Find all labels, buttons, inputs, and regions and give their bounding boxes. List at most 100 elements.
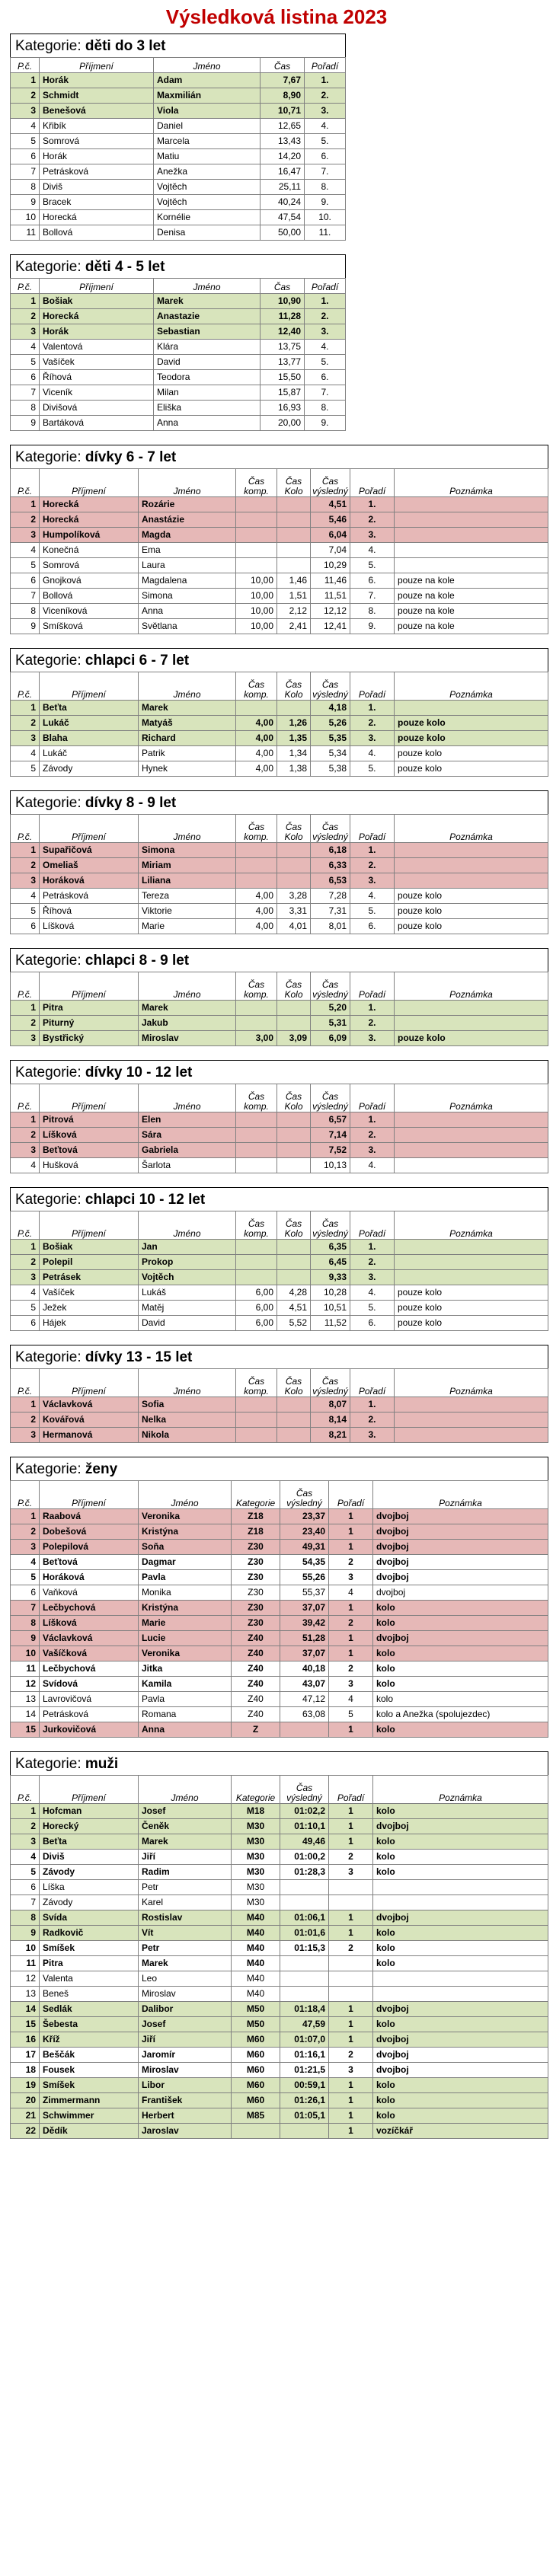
cell-pc: 7 — [10, 164, 40, 180]
cell-jmeno: Anna — [153, 415, 261, 431]
cell-poradi: 4 — [328, 1691, 373, 1707]
cell-pc: 8 — [10, 1615, 40, 1631]
column-header: Pořadí — [304, 278, 346, 294]
cell-poradi: 2 — [328, 1940, 373, 1956]
cell-prijmeni: Benešová — [39, 103, 154, 119]
cell-prijmeni: Horák — [39, 324, 154, 340]
table-row: 15 Jurkovičová Anna Z 1 kolo — [10, 1722, 548, 1738]
column-header: Čas komp. — [235, 1084, 277, 1112]
table-row: 9 Václavková Lucie Z40 51,28 1 dvojboj — [10, 1630, 548, 1646]
cell-kategorie: M60 — [231, 2062, 280, 2078]
cell-prijmeni: Říhová — [39, 369, 154, 385]
cell-jmeno: Lucie — [138, 1630, 232, 1646]
cell-prijmeni: Vaňková — [39, 1585, 139, 1601]
cell-poradi — [328, 1955, 373, 1971]
cell-jmeno: Jakub — [138, 1015, 236, 1031]
cell-jmeno: Vojtěch — [138, 1269, 236, 1285]
cell-jmeno: Marie — [138, 1615, 232, 1631]
table-row: 2 Dobešová Kristýna Z18 23,40 1 dvojboj — [10, 1524, 548, 1540]
table-row: 20 Zimmermann František M60 01:26,1 1 kolo — [10, 2092, 548, 2108]
cell-poradi: 1. — [304, 293, 346, 309]
cell-poradi: 1 — [328, 1722, 373, 1738]
cell-komp — [235, 842, 277, 858]
results-table: P.č. Příjmení Jméno Čas komp. Čas Kolo Čas vý… — [10, 814, 548, 934]
cell-vysledny: 01:21,5 — [280, 2062, 329, 2078]
cell-pc: 5 — [10, 1569, 40, 1585]
cell-kategorie: Z18 — [231, 1524, 280, 1540]
cell-komp — [235, 857, 277, 873]
cell-komp: 6,00 — [235, 1315, 277, 1331]
cell-cas: 47,54 — [260, 209, 305, 225]
cell-pc: 13 — [10, 1691, 40, 1707]
column-header: Poznámka — [372, 1775, 548, 1804]
cell-vysledny: 6,18 — [310, 842, 350, 858]
results-table: P.č. Příjmení Jméno Čas Pořadí 1 Horák Adam 7,67… — [10, 57, 346, 241]
table-row: 16 Kříž Jiří M60 01:07,0 1 dvojboj — [10, 2032, 548, 2048]
cell-cas: 25,11 — [260, 179, 305, 195]
cell-pc: 7 — [10, 1894, 40, 1910]
cell-kolo: 1,51 — [276, 588, 311, 604]
cell-poradi: 1 — [328, 2016, 373, 2032]
cell-pozn — [394, 873, 548, 889]
cell-vysledny: 6,09 — [310, 1030, 350, 1046]
cell-pc: 4 — [10, 1157, 40, 1173]
cell-prijmeni: Horecká — [39, 496, 139, 512]
cell-vysledny: 6,53 — [310, 873, 350, 889]
cell-poradi: 3. — [350, 527, 395, 543]
cell-pozn: pouze na kole — [394, 603, 548, 619]
category-heading: Kategorie: dívky 10 - 12 let — [10, 1060, 548, 1084]
cell-pc: 12 — [10, 1971, 40, 1987]
cell-poradi: 3. — [304, 103, 346, 119]
cell-prijmeni: Závody — [39, 1894, 139, 1910]
cell-kolo — [276, 1112, 311, 1128]
cell-komp — [235, 1254, 277, 1270]
table-row: 3 Hermanová Nikola 8,21 3. — [10, 1427, 548, 1443]
cell-poradi: 1. — [350, 1112, 395, 1128]
cell-vysledny — [280, 1971, 329, 1987]
cell-prijmeni: Hušková — [39, 1157, 139, 1173]
cell-pozn: pouze kolo — [394, 1030, 548, 1046]
cell-pc: 11 — [10, 1661, 40, 1677]
category-name: dívky 10 - 12 let — [85, 1065, 193, 1081]
cell-vysledny: 8,14 — [310, 1412, 350, 1428]
cell-jmeno: Daniel — [153, 118, 261, 134]
cell-jmeno: Gabriela — [138, 1142, 236, 1158]
cell-vysledny: 5,20 — [310, 1000, 350, 1016]
cell-jmeno: Anežka — [153, 164, 261, 180]
table-row: 4 Valentová Klára 13,75 4. — [10, 339, 346, 355]
cell-vysledny: 5,26 — [310, 715, 350, 731]
cell-prijmeni: Líšková — [39, 1127, 139, 1143]
cell-prijmeni: Somrová — [39, 557, 139, 573]
cell-poradi: 3 — [328, 1569, 373, 1585]
column-header: P.č. — [10, 57, 40, 73]
table-row: 10 Horecká Kornélie 47,54 10. — [10, 209, 346, 225]
cell-jmeno: Anastazie — [153, 308, 261, 324]
cell-prijmeni: Bollová — [39, 225, 154, 241]
category-section: Kategorie: dívky 8 - 9 let P.č. Příjmení Jm… — [10, 790, 548, 934]
cell-poradi: 1. — [350, 496, 395, 512]
page-title: Výsledková listina 2023 — [165, 5, 388, 28]
cell-kategorie: M50 — [231, 2001, 280, 2017]
cell-pc: 4 — [10, 1849, 40, 1865]
table-row: 14 Sedlák Dalibor M50 01:18,4 1 dvojboj — [10, 2001, 548, 2017]
cell-prijmeni: Hofcman — [39, 1803, 139, 1819]
cell-pc: 11 — [10, 225, 40, 241]
category-name: chlapci 10 - 12 let — [85, 1192, 206, 1208]
cell-kategorie: M40 — [231, 1925, 280, 1941]
cell-pozn: kolo — [372, 1803, 548, 1819]
table-row: 3 Horáková Liliana 6,53 3. — [10, 873, 548, 889]
column-header: P.č. — [10, 1775, 40, 1804]
cell-kategorie: Z18 — [231, 1508, 280, 1524]
cell-prijmeni: Smíšková — [39, 618, 139, 634]
category-name: děti do 3 let — [85, 38, 166, 54]
column-header: Jméno — [138, 1775, 232, 1804]
cell-jmeno: Maxmilián — [153, 88, 261, 104]
cell-vysledny: 5,34 — [310, 745, 350, 761]
column-header: P.č. — [10, 814, 40, 843]
cell-vysledny: 5,38 — [310, 761, 350, 777]
column-header: Příjmení — [39, 972, 139, 1001]
cell-jmeno: Lukáš — [138, 1285, 236, 1301]
cell-prijmeni: Dobešová — [39, 1524, 139, 1540]
cell-komp: 10,00 — [235, 588, 277, 604]
table-row: 2 Horecká Anastazie 11,28 2. — [10, 308, 346, 324]
